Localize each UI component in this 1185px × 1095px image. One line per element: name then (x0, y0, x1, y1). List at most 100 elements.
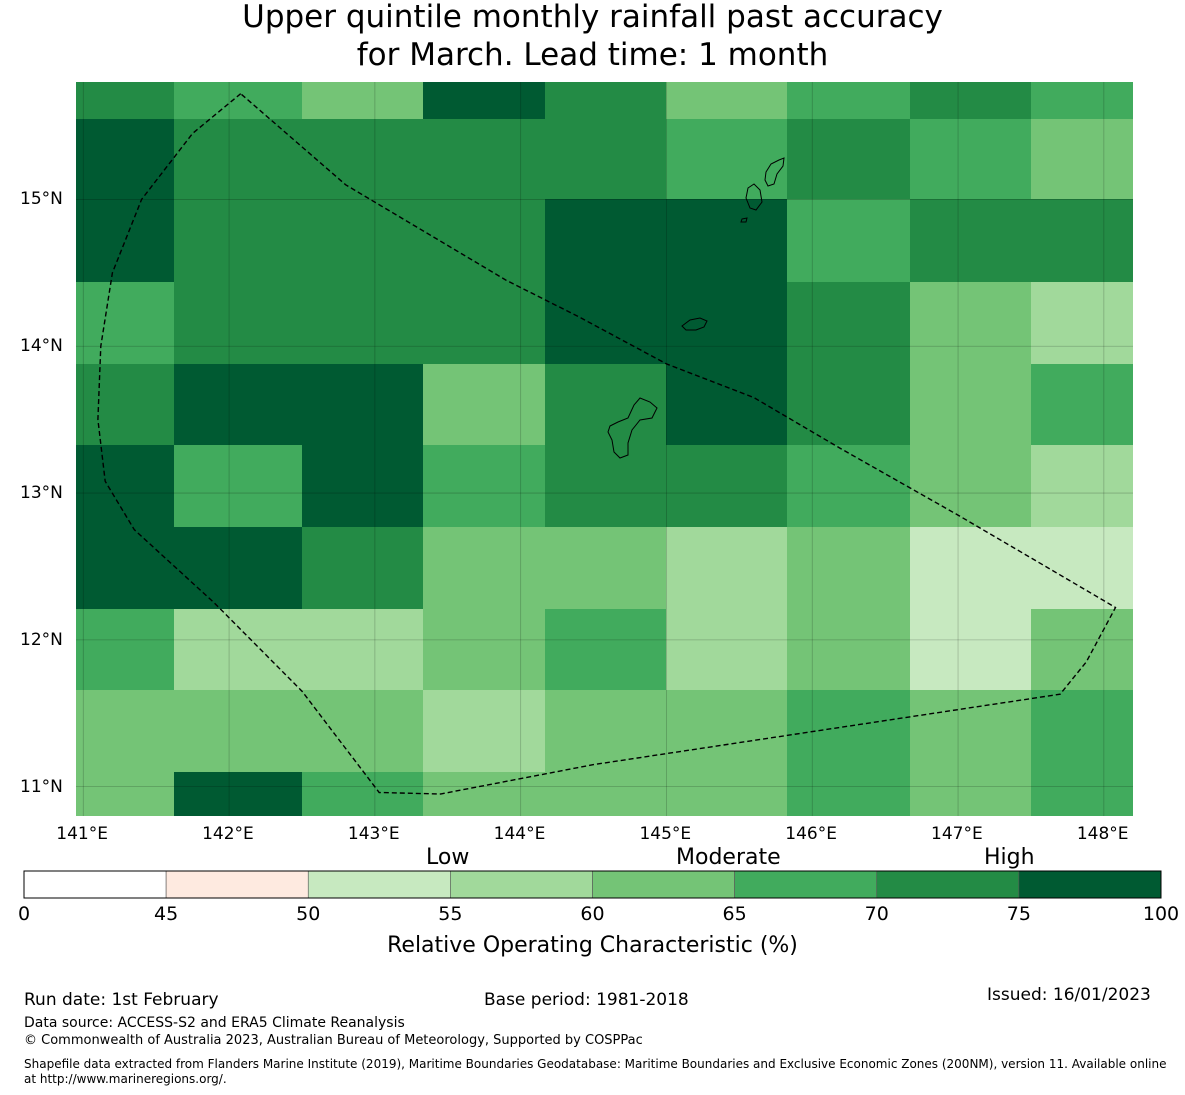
grid-cell (76, 364, 174, 445)
colorbar-tick-label: 65 (722, 903, 747, 925)
run-date: Run date: 1st February (24, 990, 219, 1010)
grid-cell (302, 282, 423, 364)
colorbar-level-high: High (984, 845, 1035, 870)
grid-cell (787, 199, 910, 282)
grid-cell (423, 609, 545, 690)
colorbar (23, 870, 1162, 899)
grid-cell (666, 282, 787, 364)
colorbar-tick-label: 0 (17, 903, 31, 925)
island-aguijan (740, 217, 748, 223)
grid-cell (1031, 690, 1133, 772)
grid-cell (302, 690, 423, 772)
lat-tick-label: 11°N (20, 776, 63, 797)
title-line-1: Upper quintile monthly rainfall past acc… (242, 0, 943, 35)
grid-cell (910, 199, 1031, 282)
shapefile-credit-line-1: Shapefile data extracted from Flanders M… (24, 1057, 1167, 1071)
grid-cell (174, 772, 302, 816)
grid-cell (423, 199, 545, 282)
grid-cell (910, 119, 1031, 199)
grid-cell (174, 364, 302, 445)
grid-cell (76, 282, 174, 364)
grid-cell (910, 445, 1031, 527)
colorbar-segment (592, 870, 735, 899)
grid-cell (666, 82, 787, 119)
grid-cell (1031, 282, 1133, 364)
lon-tick-label: 143°E (347, 824, 400, 844)
lat-tick-label: 14°N (20, 336, 63, 357)
grid-cell (174, 282, 302, 364)
grid-cell (787, 445, 910, 527)
grid-cell (545, 282, 666, 364)
grid-cell (174, 82, 302, 119)
grid-cell (76, 119, 174, 199)
grid-cell (545, 609, 666, 690)
lat-tick-label: 12°N (20, 629, 63, 650)
colorbar-tick-label: 50 (296, 903, 321, 925)
colorbar-segment (734, 870, 878, 899)
lon-tick-label: 148°E (1076, 824, 1129, 844)
grid-cell (1031, 82, 1133, 119)
grid-cell (174, 199, 302, 282)
grid-cell (787, 364, 910, 445)
shapefile-credit-line-2: at http://www.marineregions.org/. (24, 1072, 227, 1086)
grid-cell (174, 609, 302, 690)
grid-cell (910, 282, 1031, 364)
colorbar-tick-label: 100 (1142, 903, 1180, 925)
grid-cell (666, 772, 787, 816)
colorbar-segment (165, 870, 309, 899)
grid-cell (787, 772, 910, 816)
grid-cell (1031, 199, 1133, 282)
grid-cell (76, 199, 174, 282)
grid-cell (423, 527, 545, 609)
grid-cell (423, 445, 545, 527)
grid-cell (302, 445, 423, 527)
map-title: Upper quintile monthly rainfall past acc… (0, 0, 1185, 74)
colorbar-segment (23, 870, 167, 899)
grid-cell (76, 82, 174, 119)
grid-cell (910, 690, 1031, 772)
colorbar-level-moderate: Moderate (676, 845, 781, 870)
graticule (76, 82, 1133, 816)
grid-cell (545, 527, 666, 609)
colorbar-segment (876, 870, 1020, 899)
island-tinian (745, 183, 763, 211)
grid-cell (76, 527, 174, 609)
lat-tick-label: 15°N (20, 189, 63, 210)
grid-cell (666, 119, 787, 199)
colorbar-tick-label: 45 (154, 903, 179, 925)
grid-cell (910, 772, 1031, 816)
grid-cell (423, 690, 545, 772)
grid-cell (76, 772, 174, 816)
grid-cell (910, 82, 1031, 119)
island-saipan (764, 157, 785, 187)
grid-cell (545, 445, 666, 527)
colorbar-label: Relative Operating Characteristic (%) (387, 933, 798, 958)
colorbar-segment (450, 870, 593, 899)
grid-cell (302, 119, 423, 199)
data-source: Data source: ACCESS-S2 and ERA5 Climate … (24, 1015, 405, 1031)
grid-cell (302, 364, 423, 445)
lat-tick-label: 13°N (20, 483, 63, 504)
colorbar-outline (23, 870, 1162, 899)
grid-cell (423, 119, 545, 199)
colorbar-tick-label: 75 (1006, 903, 1031, 925)
grid-cell (302, 772, 423, 816)
grid-cell (545, 772, 666, 816)
colorbar-tick-label: 70 (864, 903, 889, 925)
lon-tick-label: 145°E (639, 824, 692, 844)
grid-cell (302, 199, 423, 282)
grid-cell (1031, 364, 1133, 445)
base-period: Base period: 1981-2018 (484, 990, 689, 1010)
grid-cell (302, 609, 423, 690)
eez-boundary (97, 93, 1117, 795)
lon-tick-label: 141°E (56, 824, 108, 844)
grid-cell (666, 445, 787, 527)
grid-cell (545, 119, 666, 199)
grid-cell (423, 282, 545, 364)
colorbar-segment (307, 870, 451, 899)
grid-cell (302, 527, 423, 609)
grid-cell (787, 82, 910, 119)
lon-tick-label: 146°E (785, 824, 837, 844)
grid-cell (545, 199, 666, 282)
